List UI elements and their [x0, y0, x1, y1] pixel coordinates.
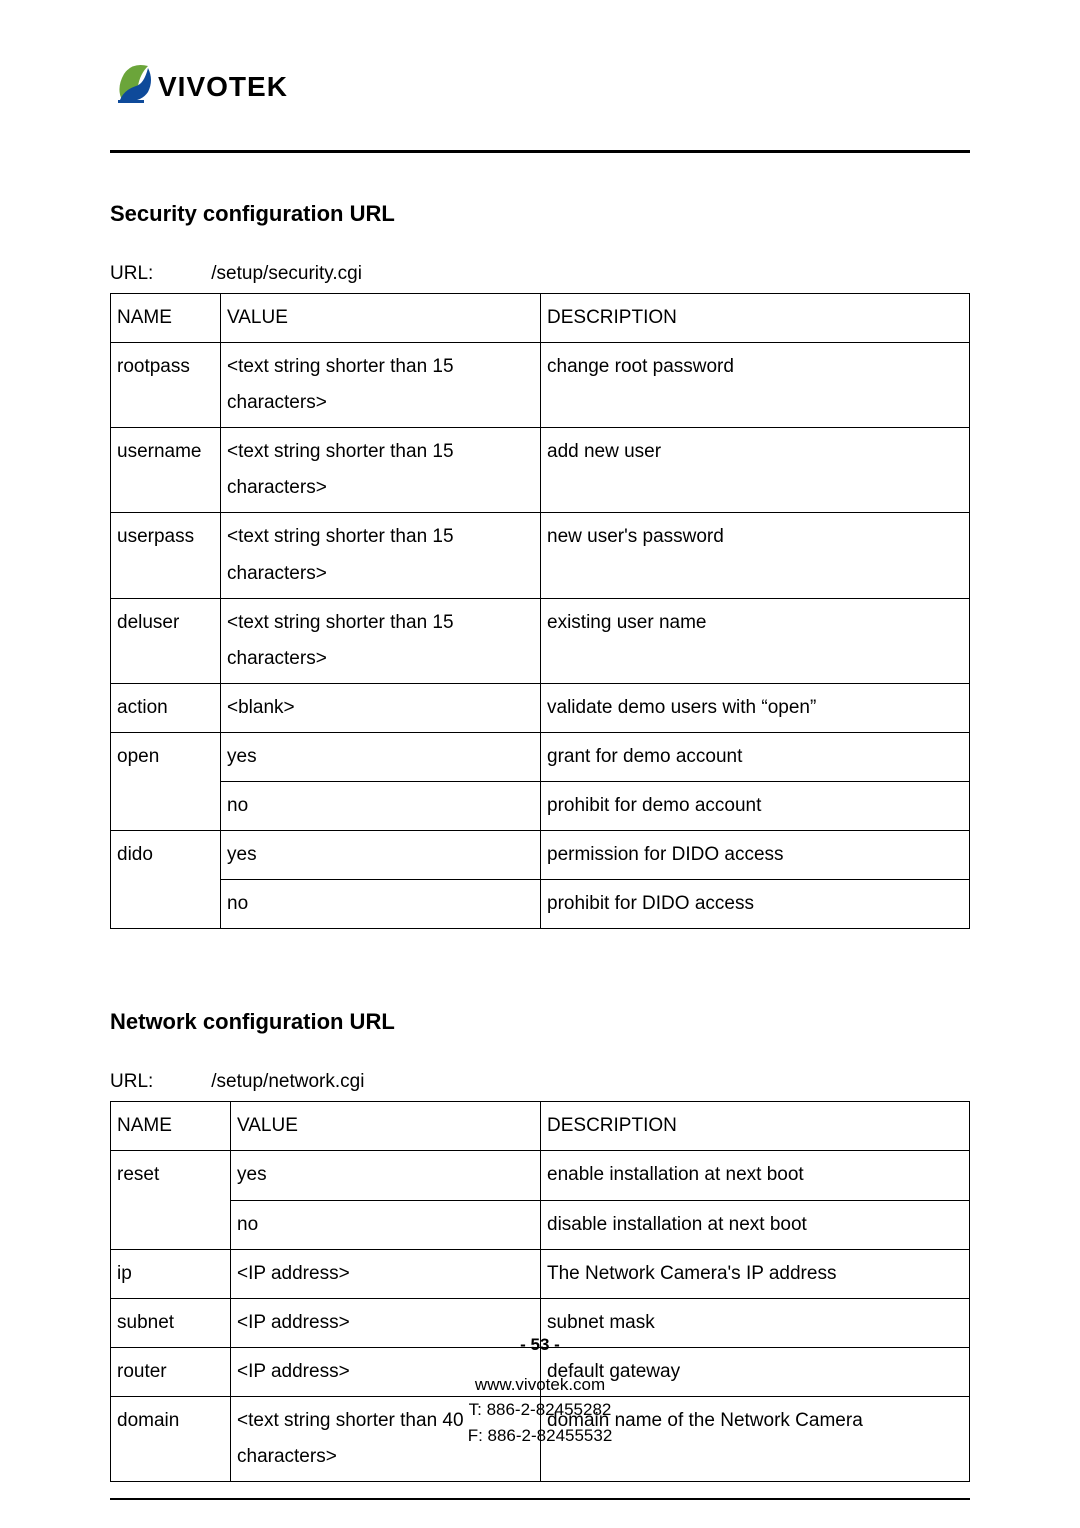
- table-row: open yes grant for demo account: [111, 732, 970, 781]
- cell-value: <text string shorter than 15 characters>: [221, 513, 541, 598]
- cell-name: action: [111, 683, 221, 732]
- url-line-network: URL: /setup/network.cgi: [110, 1071, 970, 1093]
- cell-desc: prohibit for demo account: [541, 782, 970, 831]
- url-value: /setup/security.cgi: [211, 263, 362, 284]
- cell-desc: change root password: [541, 343, 970, 428]
- col-header-desc: DESCRIPTION: [541, 1102, 970, 1151]
- col-header-desc: DESCRIPTION: [541, 294, 970, 343]
- page-number: - 53 -: [0, 1332, 1080, 1358]
- table-row: deluser <text string shorter than 15 cha…: [111, 598, 970, 683]
- table-row: userpass <text string shorter than 15 ch…: [111, 513, 970, 598]
- cell-name: userpass: [111, 513, 221, 598]
- table-row: action <blank> validate demo users with …: [111, 683, 970, 732]
- cell-desc: The Network Camera's IP address: [541, 1249, 970, 1298]
- table-row: no prohibit for demo account: [111, 782, 970, 831]
- vivotek-leaf-icon: VIVOTEK: [110, 60, 340, 110]
- cell-name: dido: [111, 831, 221, 929]
- cell-value: <text string shorter than 15 characters>: [221, 343, 541, 428]
- table-row: dido yes permission for DIDO access: [111, 831, 970, 880]
- cell-value: <IP address>: [231, 1249, 541, 1298]
- cell-name: open: [111, 732, 221, 830]
- cell-value: no: [221, 782, 541, 831]
- cell-name: username: [111, 428, 221, 513]
- cell-desc: existing user name: [541, 598, 970, 683]
- table-row: username <text string shorter than 15 ch…: [111, 428, 970, 513]
- footer-fax: F: 886-2-82455532: [0, 1423, 1080, 1449]
- col-header-name: NAME: [111, 294, 221, 343]
- section-title-network: Network configuration URL: [110, 1009, 970, 1035]
- table-row: no disable installation at next boot: [111, 1200, 970, 1249]
- vivotek-logo: VIVOTEK: [110, 60, 970, 110]
- col-header-value: VALUE: [231, 1102, 541, 1151]
- security-table: NAME VALUE DESCRIPTION rootpass <text st…: [110, 293, 970, 929]
- url-value: /setup/network.cgi: [211, 1071, 364, 1092]
- cell-value: <text string shorter than 15 characters>: [221, 598, 541, 683]
- cell-desc: enable installation at next boot: [541, 1151, 970, 1200]
- table-row: no prohibit for DIDO access: [111, 880, 970, 929]
- table-row: reset yes enable installation at next bo…: [111, 1151, 970, 1200]
- url-label: URL:: [110, 1071, 206, 1093]
- cell-value: <text string shorter than 15 characters>: [221, 428, 541, 513]
- cell-name: deluser: [111, 598, 221, 683]
- cell-name: ip: [111, 1249, 231, 1298]
- cell-desc: prohibit for DIDO access: [541, 880, 970, 929]
- top-divider: [110, 150, 970, 153]
- cell-name: reset: [111, 1151, 231, 1249]
- table-row: rootpass <text string shorter than 15 ch…: [111, 343, 970, 428]
- cell-value: yes: [221, 831, 541, 880]
- table-header-row: NAME VALUE DESCRIPTION: [111, 294, 970, 343]
- cell-value: no: [231, 1200, 541, 1249]
- cell-desc: validate demo users with “open”: [541, 683, 970, 732]
- cell-value: yes: [221, 732, 541, 781]
- footer-tel: T: 886-2-82455282: [0, 1397, 1080, 1423]
- url-line-security: URL: /setup/security.cgi: [110, 263, 970, 285]
- cell-desc: new user's password: [541, 513, 970, 598]
- cell-desc: grant for demo account: [541, 732, 970, 781]
- col-header-name: NAME: [111, 1102, 231, 1151]
- cell-name: rootpass: [111, 343, 221, 428]
- cell-desc: add new user: [541, 428, 970, 513]
- cell-desc: disable installation at next boot: [541, 1200, 970, 1249]
- col-header-value: VALUE: [221, 294, 541, 343]
- section-title-security: Security configuration URL: [110, 201, 970, 227]
- table-header-row: NAME VALUE DESCRIPTION: [111, 1102, 970, 1151]
- cell-value: no: [221, 880, 541, 929]
- page-footer: - 53 - www.vivotek.com T: 886-2-82455282…: [0, 1332, 1080, 1448]
- bottom-divider: [110, 1498, 970, 1500]
- logo-text: VIVOTEK: [158, 71, 288, 102]
- cell-desc: permission for DIDO access: [541, 831, 970, 880]
- footer-website: www.vivotek.com: [0, 1372, 1080, 1398]
- url-label: URL:: [110, 263, 206, 285]
- table-row: ip <IP address> The Network Camera's IP …: [111, 1249, 970, 1298]
- cell-value: <blank>: [221, 683, 541, 732]
- cell-value: yes: [231, 1151, 541, 1200]
